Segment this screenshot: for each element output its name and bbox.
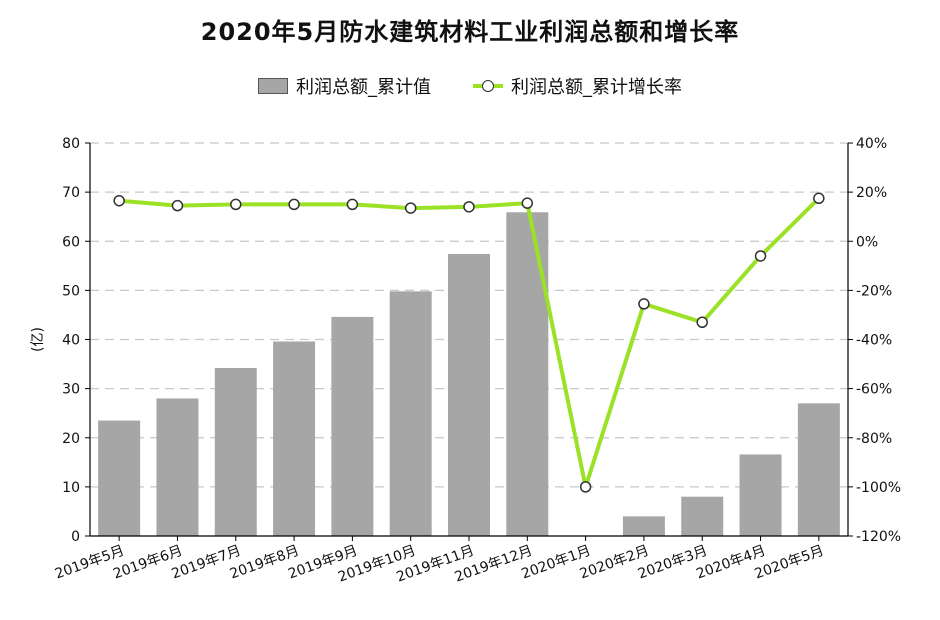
bar	[331, 316, 374, 536]
chart-title: 2020年5月防水建筑材料工业利润总额和增长率	[200, 18, 740, 46]
legend-item-line[interactable]: 利润总额_累计增长率	[473, 73, 682, 99]
y-tick-label-right: 0%	[856, 234, 878, 250]
y-tick-label-left: 70	[62, 185, 80, 201]
bar	[389, 291, 432, 536]
legend-line-swatch	[473, 78, 503, 94]
growth-rate-point	[230, 198, 242, 211]
bar	[214, 367, 257, 536]
y-tick-label-left: 20	[62, 431, 80, 447]
bar	[681, 496, 724, 536]
y-tick-label-right: -80%	[856, 431, 892, 447]
growth-rate-point	[521, 197, 534, 209]
growth-rate-point	[113, 194, 125, 207]
y-tick-label-left: 40	[62, 333, 80, 349]
growth-rate-point	[579, 481, 592, 493]
bar	[622, 516, 665, 536]
legend-item-bar[interactable]: 利润总额_累计值	[258, 73, 431, 99]
growth-rate-point	[754, 250, 767, 262]
y-tick-label-left: 0	[71, 529, 80, 545]
legend-bar-swatch	[258, 78, 288, 94]
growth-rate-point	[696, 316, 708, 329]
growth-rate-point	[813, 192, 825, 205]
y-tick-label-left: 50	[62, 283, 80, 299]
y-tick-label-left: 80	[62, 136, 80, 152]
legend: 利润总额_累计值 利润总额_累计增长率	[0, 72, 940, 100]
bar	[448, 254, 490, 536]
bar	[797, 403, 840, 536]
legend-bar-label: 利润总额_累计值	[296, 77, 431, 98]
bar	[273, 341, 316, 536]
growth-rate-point	[638, 298, 650, 310]
bar	[739, 454, 782, 536]
growth-rate-point	[463, 201, 475, 213]
legend-line-label: 利润总额_累计增长率	[511, 77, 682, 98]
y-tick-label-right: -20%	[856, 283, 892, 299]
y-tick-label-right: -40%	[856, 333, 892, 349]
y-tick-label-right: -60%	[856, 382, 892, 398]
growth-rate-point	[346, 198, 359, 211]
y-axis-label: (亿)	[30, 327, 46, 352]
y-tick-label-left: 30	[62, 382, 80, 398]
y-tick-label-right: -100%	[856, 480, 901, 496]
y-tick-label-left: 10	[62, 480, 80, 496]
growth-rate-point	[171, 199, 184, 212]
growth-rate-point	[404, 202, 417, 214]
bar	[506, 212, 549, 537]
y-tick-label-right: -120%	[856, 529, 901, 545]
growth-rate-point	[288, 198, 300, 211]
y-tick-label-right: 40%	[856, 136, 887, 152]
y-tick-label-right: 20%	[856, 185, 887, 201]
bar	[156, 398, 199, 536]
y-tick-label-left: 60	[62, 234, 80, 250]
bar	[98, 420, 141, 536]
